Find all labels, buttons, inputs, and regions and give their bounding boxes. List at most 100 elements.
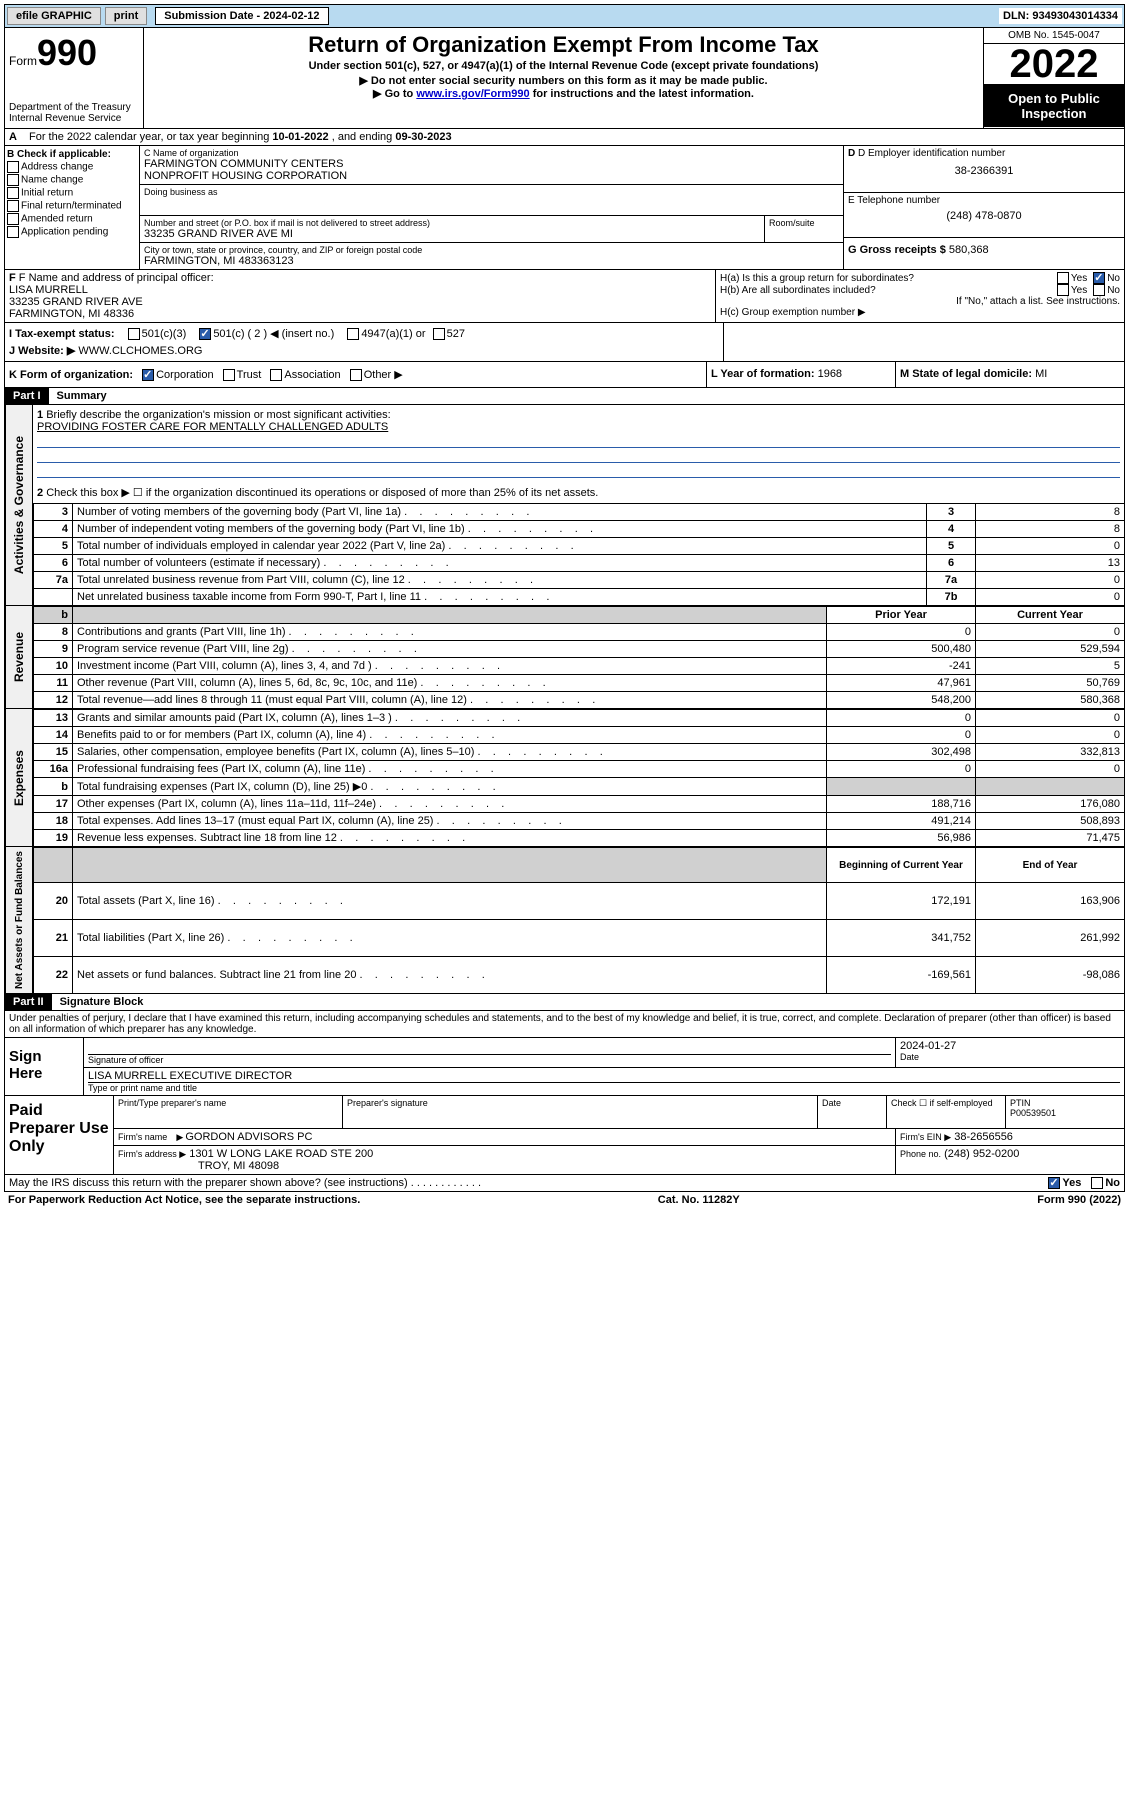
name-label: C Name of organization xyxy=(144,148,839,158)
501c-check[interactable] xyxy=(199,328,211,340)
501c3-check[interactable] xyxy=(128,328,140,340)
l-label: L Year of formation: xyxy=(711,368,815,380)
line-label: Contributions and grants (Part VIII, lin… xyxy=(73,624,827,641)
initial-return-check[interactable] xyxy=(7,187,19,199)
dln-label: DLN: 93493043014334 xyxy=(999,8,1122,24)
line-num: 6 xyxy=(34,555,73,572)
discuss-label: May the IRS discuss this return with the… xyxy=(9,1177,1048,1189)
current-value xyxy=(976,778,1125,796)
4947-check[interactable] xyxy=(347,328,359,340)
line-num: b xyxy=(34,778,73,796)
current-value: 5 xyxy=(976,658,1125,675)
city-state-zip: FARMINGTON, MI 483363123 xyxy=(144,255,839,267)
k-label: K Form of organization: xyxy=(9,369,133,381)
hb-yes-check[interactable] xyxy=(1057,284,1069,296)
form-number: Form990 xyxy=(9,32,139,74)
begin-value: 341,752 xyxy=(827,920,976,957)
discuss-yes-check[interactable] xyxy=(1048,1177,1060,1189)
org-name-1: FARMINGTON COMMUNITY CENTERS xyxy=(144,158,839,170)
prior-value: 548,200 xyxy=(827,692,976,709)
efile-graphic-button[interactable]: efile GRAPHIC xyxy=(7,7,101,25)
prior-value: 47,961 xyxy=(827,675,976,692)
line-label: Grants and similar amounts paid (Part IX… xyxy=(73,710,827,727)
net-table: Beginning of Current Year End of Year20 … xyxy=(33,847,1125,994)
line-num: 12 xyxy=(34,692,73,709)
tax-year: 2022 xyxy=(984,44,1124,85)
hb-label: H(b) Are all subordinates included? xyxy=(720,285,1057,296)
officer-group-row: F F Name and address of principal office… xyxy=(4,270,1125,323)
mission-text: PROVIDING FOSTER CARE FOR MENTALLY CHALL… xyxy=(37,421,1120,433)
line-box: 6 xyxy=(927,555,976,572)
part2-title: Signature Block xyxy=(52,994,152,1010)
line-label: Total assets (Part X, line 16) xyxy=(73,883,827,920)
corp-check[interactable] xyxy=(142,369,154,381)
amended-return-check[interactable] xyxy=(7,213,19,225)
form-subtitle: Under section 501(c), 527, or 4947(a)(1)… xyxy=(148,60,979,72)
assoc-check[interactable] xyxy=(270,369,282,381)
m-label: M State of legal domicile: xyxy=(900,368,1032,380)
part1-label: Part I xyxy=(5,388,49,404)
box-b-title: B Check if applicable: xyxy=(7,149,111,160)
line-label: Number of independent voting members of … xyxy=(73,521,927,538)
prep-date-label: Date xyxy=(818,1096,887,1128)
end-year-header: End of Year xyxy=(976,848,1125,883)
firm-phone-value: (248) 952-0200 xyxy=(944,1148,1019,1160)
prior-value: 500,480 xyxy=(827,641,976,658)
efile-top-bar: efile GRAPHIC print Submission Date - 20… xyxy=(4,4,1125,28)
line-label: Total number of volunteers (estimate if … xyxy=(73,555,927,572)
trust-check[interactable] xyxy=(223,369,235,381)
current-year-header: Current Year xyxy=(976,607,1125,624)
irs-link[interactable]: www.irs.gov/Form990 xyxy=(416,88,529,100)
final-return-check[interactable] xyxy=(7,200,19,212)
line-num: 17 xyxy=(34,796,73,813)
current-value: 0 xyxy=(976,761,1125,778)
line-num: 13 xyxy=(34,710,73,727)
firm-phone-label: Phone no. xyxy=(900,1149,941,1159)
line-num: 19 xyxy=(34,830,73,847)
line-num: 14 xyxy=(34,727,73,744)
line-label: Revenue less expenses. Subtract line 18 … xyxy=(73,830,827,847)
prep-name-label: Print/Type preparer's name xyxy=(114,1096,343,1128)
current-value: 176,080 xyxy=(976,796,1125,813)
footer-mid: Cat. No. 11282Y xyxy=(658,1194,740,1206)
hb-no-check[interactable] xyxy=(1093,284,1105,296)
irs-label: Internal Revenue Service xyxy=(9,113,139,124)
current-value: 332,813 xyxy=(976,744,1125,761)
name-change-check[interactable] xyxy=(7,174,19,186)
part1-title: Summary xyxy=(49,388,115,404)
line-num xyxy=(34,589,73,606)
prior-value: 302,498 xyxy=(827,744,976,761)
print-button[interactable]: print xyxy=(105,7,147,25)
street-address: 33235 GRAND RIVER AVE MI xyxy=(144,228,760,240)
line-num: 16a xyxy=(34,761,73,778)
address-change-check[interactable] xyxy=(7,161,19,173)
part1-body: Activities & Governance 1 Briefly descri… xyxy=(4,405,1125,606)
527-check[interactable] xyxy=(433,328,445,340)
self-employed-label: Check ☐ if self-employed xyxy=(887,1096,1006,1128)
form-org-row: K Form of organization: Corporation Trus… xyxy=(4,362,1125,388)
governance-table: 3 Number of voting members of the govern… xyxy=(33,503,1125,606)
open-to-public: Open to Public Inspection xyxy=(984,85,1124,127)
line-value: 8 xyxy=(976,521,1125,538)
line-label: Total revenue—add lines 8 through 11 (mu… xyxy=(73,692,827,709)
line-label: Other expenses (Part IX, column (A), lin… xyxy=(73,796,827,813)
line-box: 4 xyxy=(927,521,976,538)
current-value: 71,475 xyxy=(976,830,1125,847)
prior-value: -241 xyxy=(827,658,976,675)
line-label: Total fundraising expenses (Part IX, col… xyxy=(73,778,827,796)
footer-row: For Paperwork Reduction Act Notice, see … xyxy=(4,1192,1125,1208)
firm-ein-value: 38-2656556 xyxy=(954,1131,1013,1143)
part2-header-row: Part II Signature Block xyxy=(4,994,1125,1011)
line-label: Professional fundraising fees (Part IX, … xyxy=(73,761,827,778)
prior-value: 0 xyxy=(827,727,976,744)
discuss-row: May the IRS discuss this return with the… xyxy=(4,1175,1125,1192)
ha-no-check[interactable] xyxy=(1093,272,1105,284)
discuss-no-check[interactable] xyxy=(1091,1177,1103,1189)
footer-left: For Paperwork Reduction Act Notice, see … xyxy=(8,1194,360,1206)
line-value: 0 xyxy=(976,572,1125,589)
other-check[interactable] xyxy=(350,369,362,381)
begin-year-header: Beginning of Current Year xyxy=(827,848,976,883)
app-pending-check[interactable] xyxy=(7,226,19,238)
firm-addr1: 1301 W LONG LAKE ROAD STE 200 xyxy=(189,1148,373,1160)
ha-yes-check[interactable] xyxy=(1057,272,1069,284)
